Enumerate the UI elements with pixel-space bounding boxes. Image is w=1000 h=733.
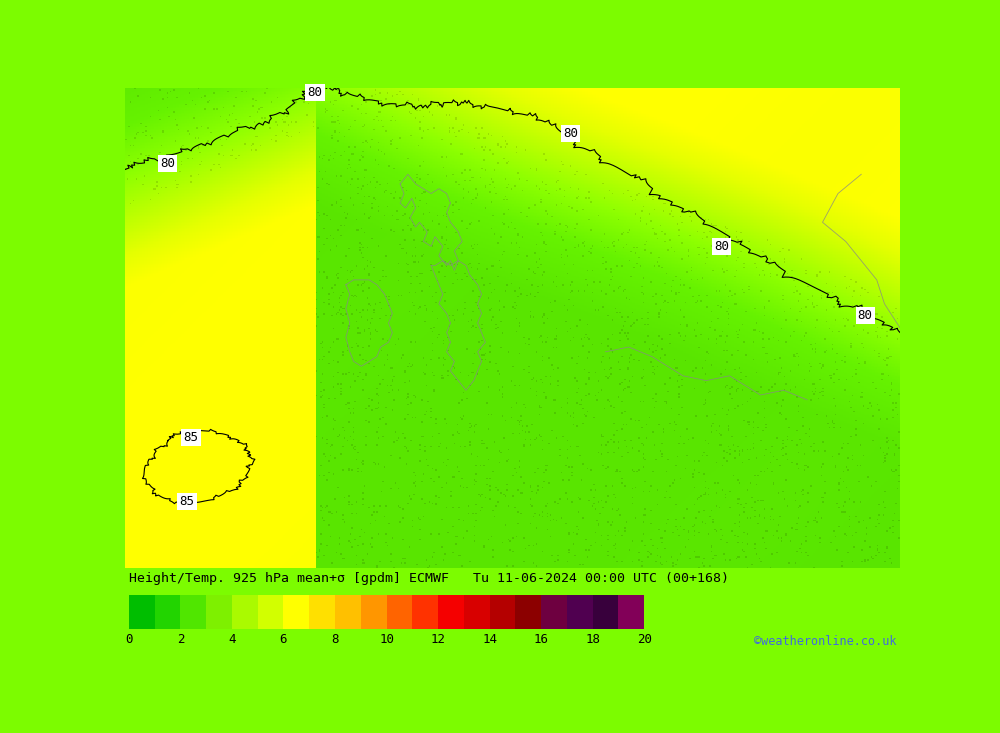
- Bar: [258, 594, 283, 629]
- Bar: [412, 594, 438, 629]
- Text: 85: 85: [183, 431, 198, 443]
- Bar: [438, 594, 464, 629]
- Bar: [335, 594, 361, 629]
- Text: 14: 14: [482, 633, 497, 646]
- Text: 10: 10: [379, 633, 394, 646]
- Text: 4: 4: [228, 633, 236, 646]
- Bar: [232, 594, 258, 629]
- Bar: [309, 594, 335, 629]
- Bar: [283, 594, 309, 629]
- Bar: [593, 594, 618, 629]
- Text: 20: 20: [637, 633, 652, 646]
- Text: 0: 0: [125, 633, 133, 646]
- Bar: [515, 594, 541, 629]
- Text: 80: 80: [563, 127, 578, 140]
- Text: 12: 12: [431, 633, 446, 646]
- Bar: [361, 594, 387, 629]
- Bar: [490, 594, 515, 629]
- Text: 8: 8: [331, 633, 339, 646]
- Text: 6: 6: [280, 633, 287, 646]
- Text: 80: 80: [714, 240, 729, 253]
- Bar: [387, 594, 412, 629]
- Bar: [155, 594, 180, 629]
- Text: 85: 85: [180, 495, 194, 508]
- Text: 80: 80: [160, 158, 175, 170]
- Text: Height/Temp. 925 hPa mean+σ [gpdm] ECMWF   Tu 11-06-2024 00:00 UTC (00+168): Height/Temp. 925 hPa mean+σ [gpdm] ECMWF…: [129, 572, 729, 585]
- Bar: [541, 594, 567, 629]
- Text: ©weatheronline.co.uk: ©weatheronline.co.uk: [754, 635, 896, 648]
- Text: 16: 16: [534, 633, 549, 646]
- Bar: [567, 594, 593, 629]
- Text: 80: 80: [307, 86, 322, 99]
- Bar: [129, 594, 155, 629]
- Bar: [464, 594, 490, 629]
- Text: 18: 18: [585, 633, 600, 646]
- Text: 80: 80: [858, 309, 873, 323]
- Text: 2: 2: [177, 633, 184, 646]
- Bar: [206, 594, 232, 629]
- Bar: [180, 594, 206, 629]
- Bar: [618, 594, 644, 629]
